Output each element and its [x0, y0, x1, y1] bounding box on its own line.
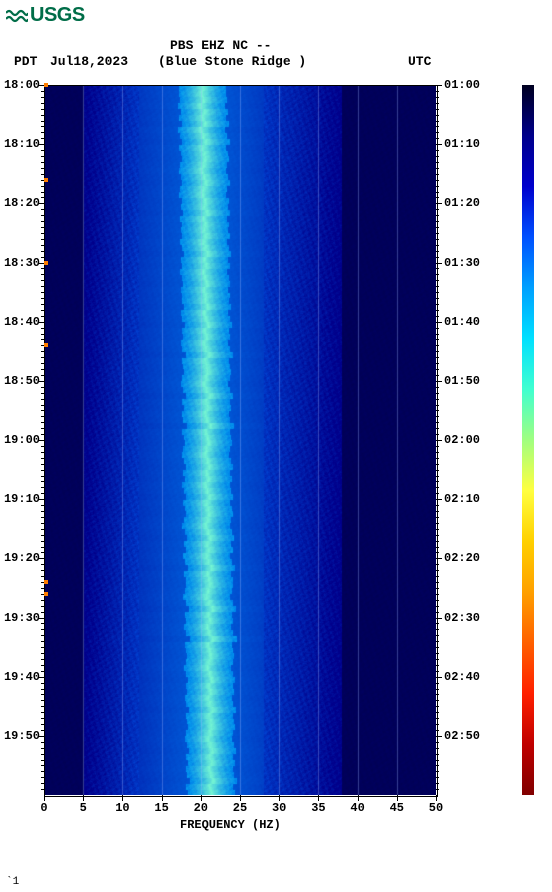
usgs-logo: USGS	[6, 4, 85, 27]
utc-label: UTC	[408, 54, 431, 69]
event-marker	[44, 343, 48, 347]
station-location: (Blue Stone Ridge )	[158, 54, 306, 69]
y-right-label: 02:50	[444, 729, 490, 743]
x-tick-label: 45	[390, 801, 404, 815]
y-left-label: 19:00	[0, 433, 40, 447]
y-right-label: 01:50	[444, 374, 490, 388]
y-left-label: 19:20	[0, 551, 40, 565]
event-marker	[44, 178, 48, 182]
x-tick-label: 30	[272, 801, 286, 815]
spectrogram-canvas	[44, 85, 436, 795]
event-marker	[44, 261, 48, 265]
x-tick-label: 50	[429, 801, 443, 815]
y-left-label: 18:00	[0, 78, 40, 92]
x-tick-label: 20	[194, 801, 208, 815]
event-marker	[44, 580, 48, 584]
x-tick-label: 35	[311, 801, 325, 815]
y-left-label: 18:10	[0, 137, 40, 151]
y-right-label: 02:40	[444, 670, 490, 684]
y-right-label: 01:00	[444, 78, 490, 92]
y-right-label: 01:20	[444, 196, 490, 210]
x-tick-label: 15	[154, 801, 168, 815]
date-label: Jul18,2023	[50, 54, 128, 69]
footer-mark: `1	[6, 876, 19, 888]
y-right-label: 01:10	[444, 137, 490, 151]
y-left-label: 19:10	[0, 492, 40, 506]
x-tick-label: 5	[80, 801, 87, 815]
y-left-label: 18:30	[0, 256, 40, 270]
event-marker	[44, 592, 48, 596]
y-right-label: 02:30	[444, 611, 490, 625]
y-left-label: 18:40	[0, 315, 40, 329]
y-left-label: 19:50	[0, 729, 40, 743]
y-right-label: 02:00	[444, 433, 490, 447]
x-tick-label: 0	[40, 801, 47, 815]
x-axis-title: FREQUENCY (HZ)	[180, 818, 281, 832]
y-right-label: 02:20	[444, 551, 490, 565]
event-marker	[44, 83, 48, 87]
pdt-label: PDT	[14, 54, 37, 69]
station-code: PBS EHZ NC --	[170, 38, 271, 53]
x-tick-label: 10	[115, 801, 129, 815]
colorbar	[522, 85, 534, 795]
y-right-label: 02:10	[444, 492, 490, 506]
y-left-label: 18:50	[0, 374, 40, 388]
y-right-label: 01:40	[444, 315, 490, 329]
spectrogram-plot	[44, 85, 436, 795]
usgs-logo-text: USGS	[30, 4, 85, 27]
usgs-wave-icon	[6, 7, 28, 25]
x-tick-label: 40	[350, 801, 364, 815]
y-left-label: 19:40	[0, 670, 40, 684]
y-left-label: 18:20	[0, 196, 40, 210]
y-right-label: 01:30	[444, 256, 490, 270]
x-tick-label: 25	[233, 801, 247, 815]
y-left-label: 19:30	[0, 611, 40, 625]
